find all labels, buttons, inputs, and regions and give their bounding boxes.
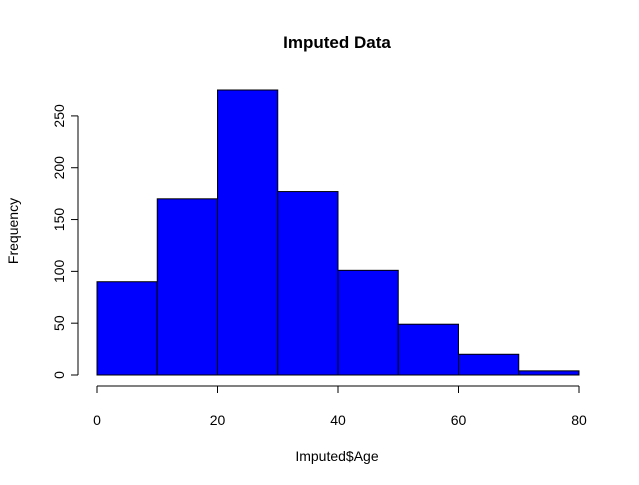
y-tick-label: 100 — [51, 259, 67, 283]
x-tick-label: 20 — [210, 412, 226, 428]
x-tick-label: 80 — [571, 412, 587, 428]
bar-50-60 — [397, 323, 459, 376]
y-tick-label: 150 — [51, 208, 67, 232]
bar-0-10 — [96, 281, 158, 376]
y-tick-label: 200 — [51, 156, 67, 180]
y-tick-label: 250 — [51, 104, 67, 128]
bar-20-30 — [217, 89, 279, 376]
bar-60-70 — [458, 353, 520, 376]
bar-40-50 — [337, 269, 399, 376]
x-tick-label: 0 — [93, 412, 101, 428]
x-axis-label: Imputed$Age — [295, 448, 378, 464]
chart-title: Imputed Data — [283, 33, 391, 52]
bars-group — [96, 89, 580, 376]
y-axis-label: Frequency — [5, 198, 21, 264]
bar-10-20 — [156, 198, 218, 376]
x-tick-label: 40 — [330, 412, 346, 428]
x-tick-label: 60 — [451, 412, 467, 428]
x-axis: 0 20 40 60 80 — [93, 385, 587, 428]
bar-30-40 — [277, 191, 339, 376]
y-tick-label: 0 — [51, 371, 67, 379]
bar-70-80 — [518, 370, 580, 376]
y-tick-label: 50 — [51, 315, 67, 331]
y-axis: 0 50 100 150 200 250 — [51, 104, 79, 379]
